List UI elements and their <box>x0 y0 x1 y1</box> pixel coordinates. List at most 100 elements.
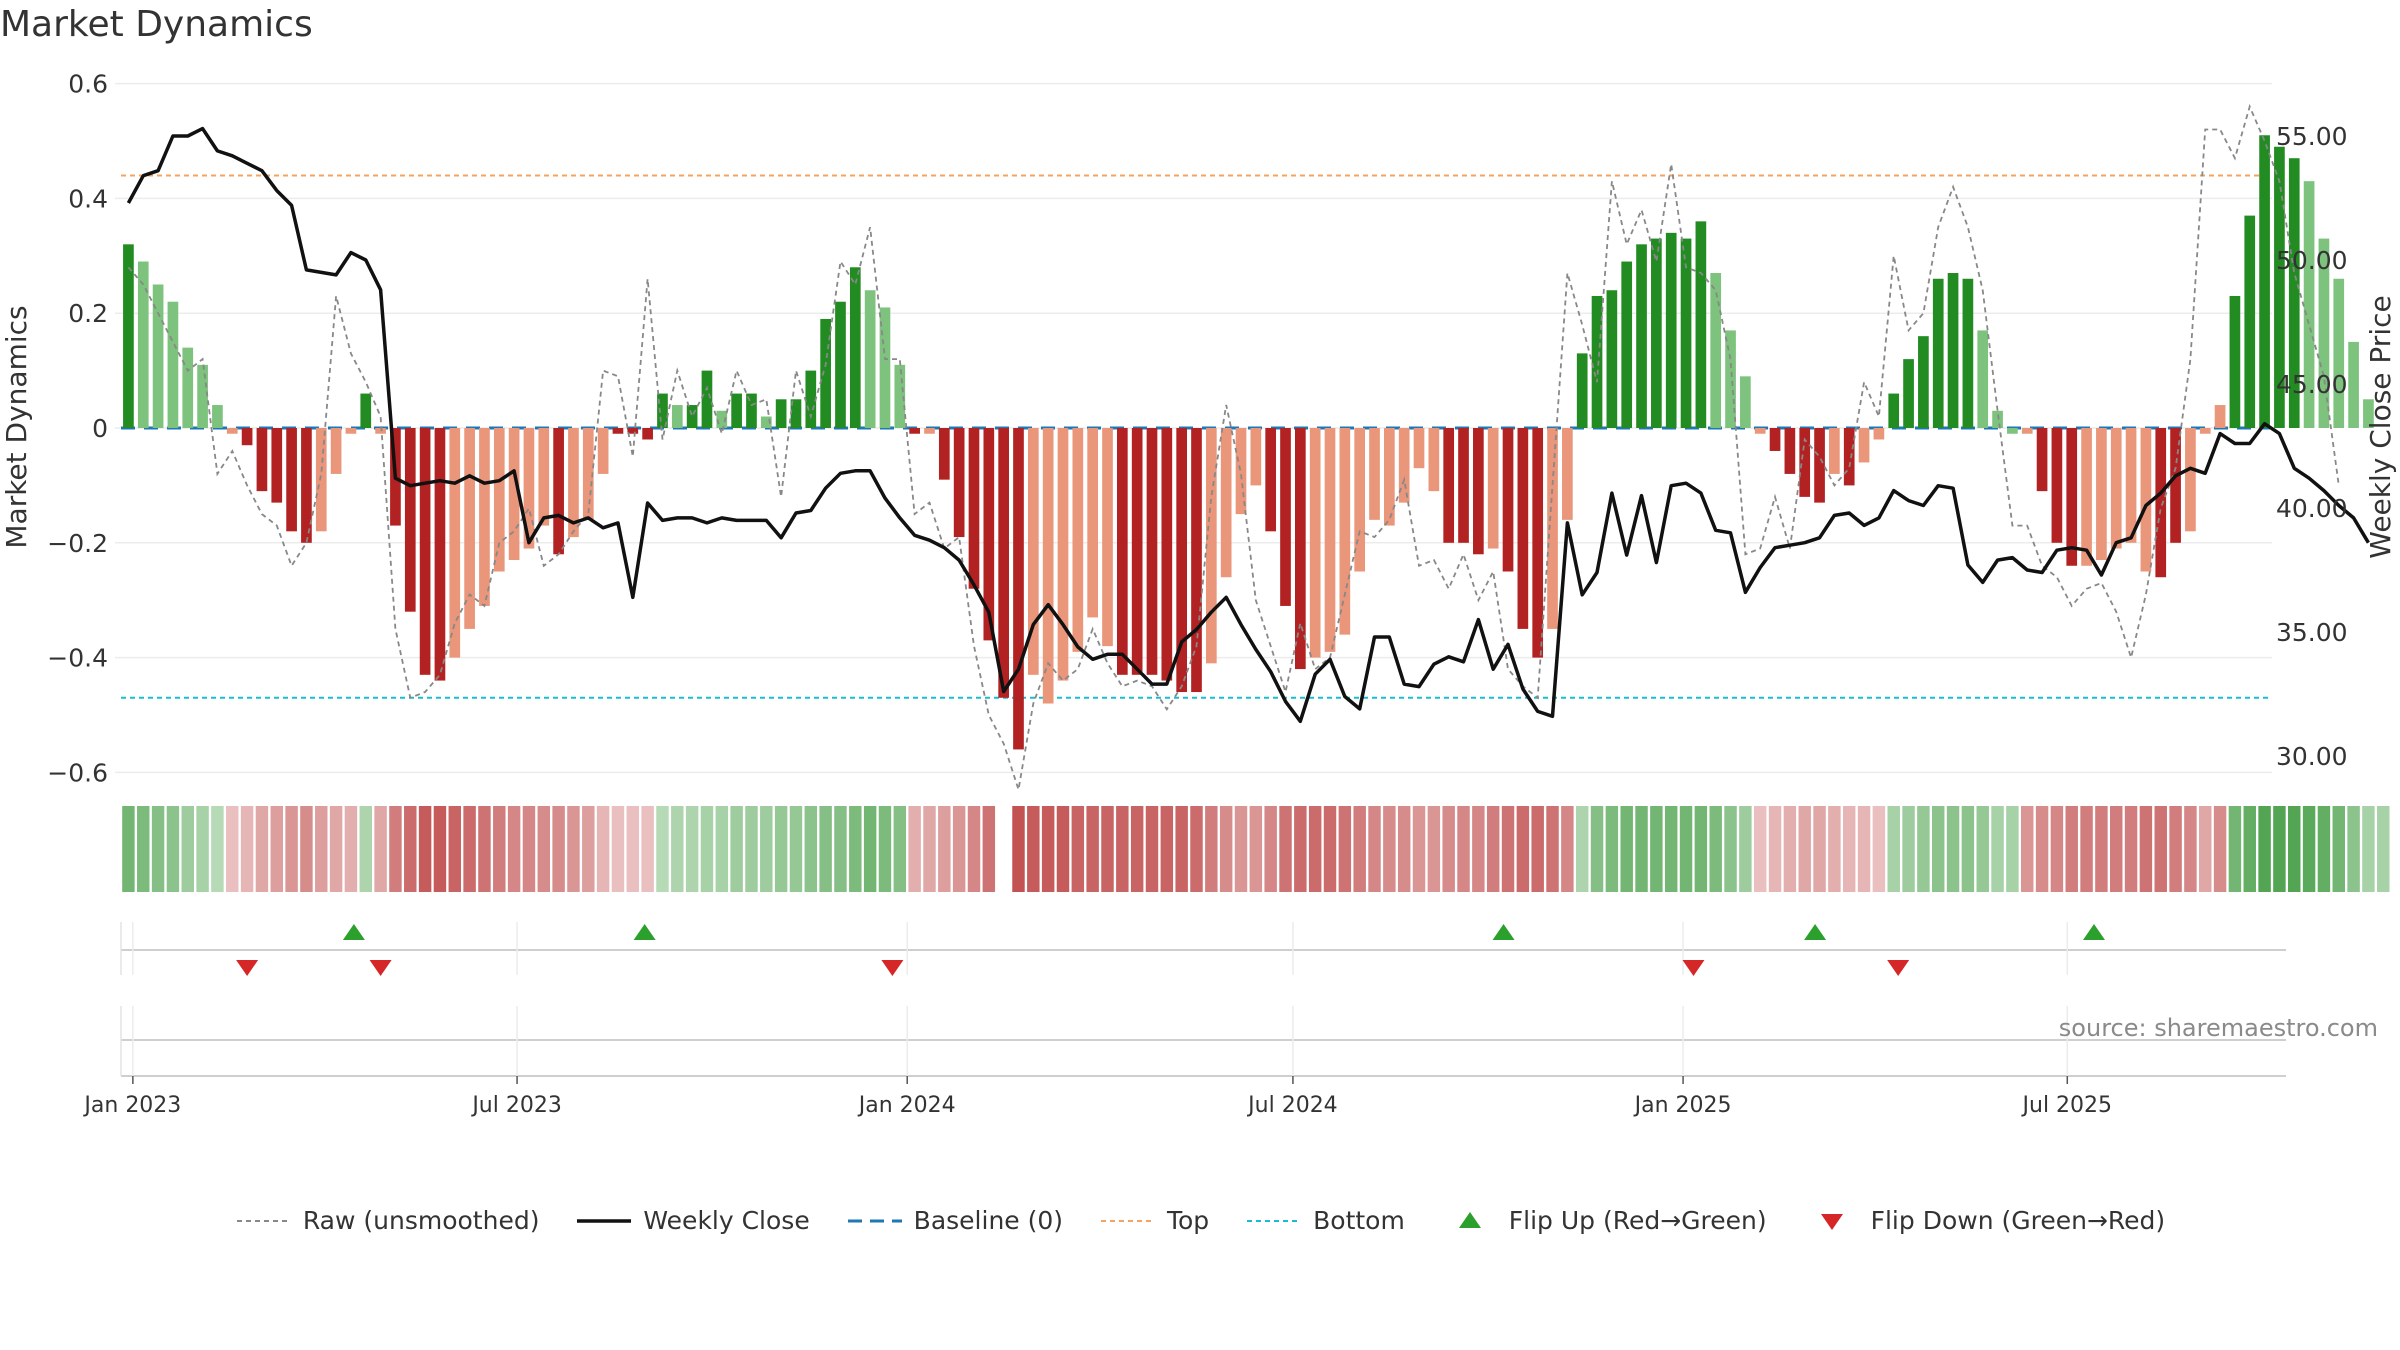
momentum-bar <box>2066 428 2078 566</box>
flip-up-marker <box>633 924 656 940</box>
momentum-bar <box>2125 428 2137 543</box>
strength-cell <box>1175 806 1188 892</box>
legend-swatch-close <box>575 1211 633 1231</box>
momentum-bar <box>553 428 564 555</box>
momentum-bar <box>1977 330 1989 428</box>
momentum-bar <box>419 428 431 675</box>
strength-cell <box>1412 806 1426 892</box>
strength-cell <box>1516 806 1530 892</box>
momentum-bar <box>1903 359 1914 428</box>
momentum-bar <box>968 428 980 589</box>
strength-cell <box>181 806 194 892</box>
flip-markers-panel <box>120 922 2286 976</box>
strength-band <box>122 806 2390 892</box>
y-tick-label-right: 50.00 <box>2276 246 2348 275</box>
x-tick-label: Jul 2023 <box>470 1093 562 1118</box>
strength-cell <box>923 806 936 892</box>
x-tick-label: Jan 2025 <box>1633 1093 1732 1118</box>
momentum-bar <box>2303 181 2315 428</box>
strength-cell <box>359 806 372 892</box>
strength-cell <box>2273 806 2286 892</box>
strength-cell <box>1219 806 1233 892</box>
momentum-bar <box>256 428 268 492</box>
strength-cell <box>849 806 862 892</box>
momentum-bar <box>1369 428 1380 520</box>
strength-cell <box>1946 806 1960 892</box>
momentum-bar <box>1309 428 1321 658</box>
momentum-bar <box>479 428 490 606</box>
strength-cell <box>463 806 476 892</box>
strength-cell <box>789 806 803 892</box>
momentum-bars <box>123 135 2374 750</box>
momentum-bar <box>2244 215 2256 428</box>
momentum-bar <box>805 370 817 428</box>
strength-cell <box>1931 806 1945 892</box>
strength-cell <box>196 806 209 892</box>
momentum-bar <box>2259 135 2270 428</box>
momentum-bar <box>2229 295 2241 428</box>
momentum-bar <box>2363 399 2374 428</box>
momentum-bar <box>1176 428 1188 693</box>
strength-cell <box>448 806 462 892</box>
legend-item-flip-up: Flip Up (Red→Green) <box>1441 1206 1767 1235</box>
strength-cell <box>1753 806 1767 892</box>
strength-cell <box>1071 806 1085 892</box>
strength-cell <box>1323 806 1337 892</box>
strength-cell <box>300 806 313 892</box>
strength-cell <box>1264 806 1277 892</box>
momentum-bar <box>464 428 475 629</box>
strength-cell <box>1308 806 1322 892</box>
momentum-bar <box>953 428 965 538</box>
momentum-bar <box>597 428 609 474</box>
momentum-bar <box>1651 238 1662 428</box>
momentum-bar <box>998 428 1009 698</box>
momentum-bar <box>1710 273 1722 428</box>
momentum-bar <box>1695 221 1707 428</box>
strength-cell <box>166 806 180 892</box>
strength-cell <box>240 806 254 892</box>
momentum-bar <box>894 364 906 428</box>
momentum-bar <box>835 301 846 428</box>
momentum-bar <box>1740 376 1751 428</box>
strength-cell <box>1101 806 1114 892</box>
strength-cell <box>760 806 773 892</box>
momentum-bar <box>2036 428 2048 492</box>
strength-cell <box>2288 806 2301 892</box>
momentum-bar <box>1636 244 1647 428</box>
momentum-bar <box>2333 278 2345 428</box>
strength-cell <box>671 806 684 892</box>
legend-item-raw: Raw (unsmoothed) <box>235 1206 539 1235</box>
momentum-bar <box>1918 336 1929 428</box>
flip-up-marker <box>2082 924 2105 940</box>
x-tick-label: Jul 2025 <box>2021 1093 2113 1118</box>
strength-cell <box>1457 806 1470 892</box>
momentum-bar <box>2318 238 2330 428</box>
momentum-bar <box>1057 428 1069 681</box>
strength-cell <box>1590 806 1604 892</box>
momentum-bar <box>1799 428 1811 497</box>
strength-cell <box>730 806 743 892</box>
strength-cell <box>552 806 565 892</box>
strength-cell <box>2199 806 2212 892</box>
strength-cell <box>2169 806 2182 892</box>
momentum-bar <box>241 428 253 446</box>
weekly-close-line <box>126 126 2370 724</box>
strength-cell <box>878 806 892 892</box>
strength-cell <box>1872 806 1886 892</box>
flip-down-icon <box>1803 1211 1861 1231</box>
momentum-bar <box>1888 393 1900 428</box>
x-axis: Jan 2023 Jul 2023 Jan 2024 Jul 2024 Jan 2025… <box>82 1076 2112 1118</box>
strength-cell <box>745 806 758 892</box>
momentum-bar <box>671 405 683 428</box>
strength-cell <box>255 806 269 892</box>
momentum-bar <box>1131 428 1143 675</box>
y-tick-label-right: 45.00 <box>2276 370 2348 399</box>
strength-cell <box>1427 806 1441 892</box>
strength-cell <box>507 806 521 892</box>
strength-cell <box>1368 806 1381 892</box>
strength-cell <box>2184 806 2197 892</box>
strength-cell <box>685 806 699 892</box>
momentum-bar <box>1591 295 1603 428</box>
momentum-bar <box>731 393 742 428</box>
strength-cell <box>952 806 966 892</box>
